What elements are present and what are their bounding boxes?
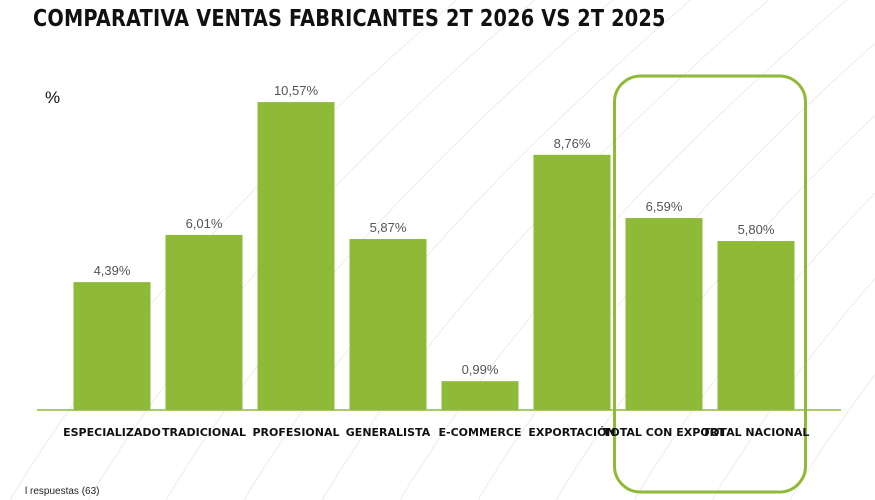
- bar: [257, 102, 335, 410]
- category-label: TRADICIONAL: [162, 426, 246, 439]
- bar: [165, 234, 243, 410]
- category-label: EXPORTACIÓN: [528, 426, 615, 439]
- category-label: PROFESIONAL: [252, 426, 339, 439]
- category-label: TOTAL NACIONAL: [703, 426, 810, 439]
- data-label: 6,01%: [186, 216, 223, 231]
- bar: [441, 381, 519, 410]
- y-axis-label: %: [45, 88, 60, 107]
- data-label: 8,76%: [554, 136, 591, 151]
- category-label: GENERALISTA: [346, 426, 431, 439]
- data-label: 6,59%: [646, 199, 683, 214]
- bar: [625, 218, 703, 410]
- data-label: 0,99%: [462, 362, 499, 377]
- category-label: ESPECIALIZADO: [63, 426, 161, 439]
- bar: [349, 239, 427, 410]
- category-label: E-COMMERCE: [439, 426, 522, 439]
- highlight-frame: [613, 74, 807, 494]
- data-label: 4,39%: [94, 263, 131, 278]
- data-label: 5,80%: [738, 222, 775, 237]
- category-label: TOTAL CON EXPORT: [603, 426, 726, 439]
- chart-title: COMPARATIVA VENTAS FABRICANTES 2T 2026 V…: [33, 6, 666, 32]
- footnote: l respuestas (63): [25, 486, 100, 497]
- bar: [73, 282, 151, 410]
- bar: [717, 241, 795, 410]
- bar: [533, 154, 611, 410]
- data-label: 5,87%: [370, 220, 407, 235]
- data-label: 10,57%: [274, 83, 319, 98]
